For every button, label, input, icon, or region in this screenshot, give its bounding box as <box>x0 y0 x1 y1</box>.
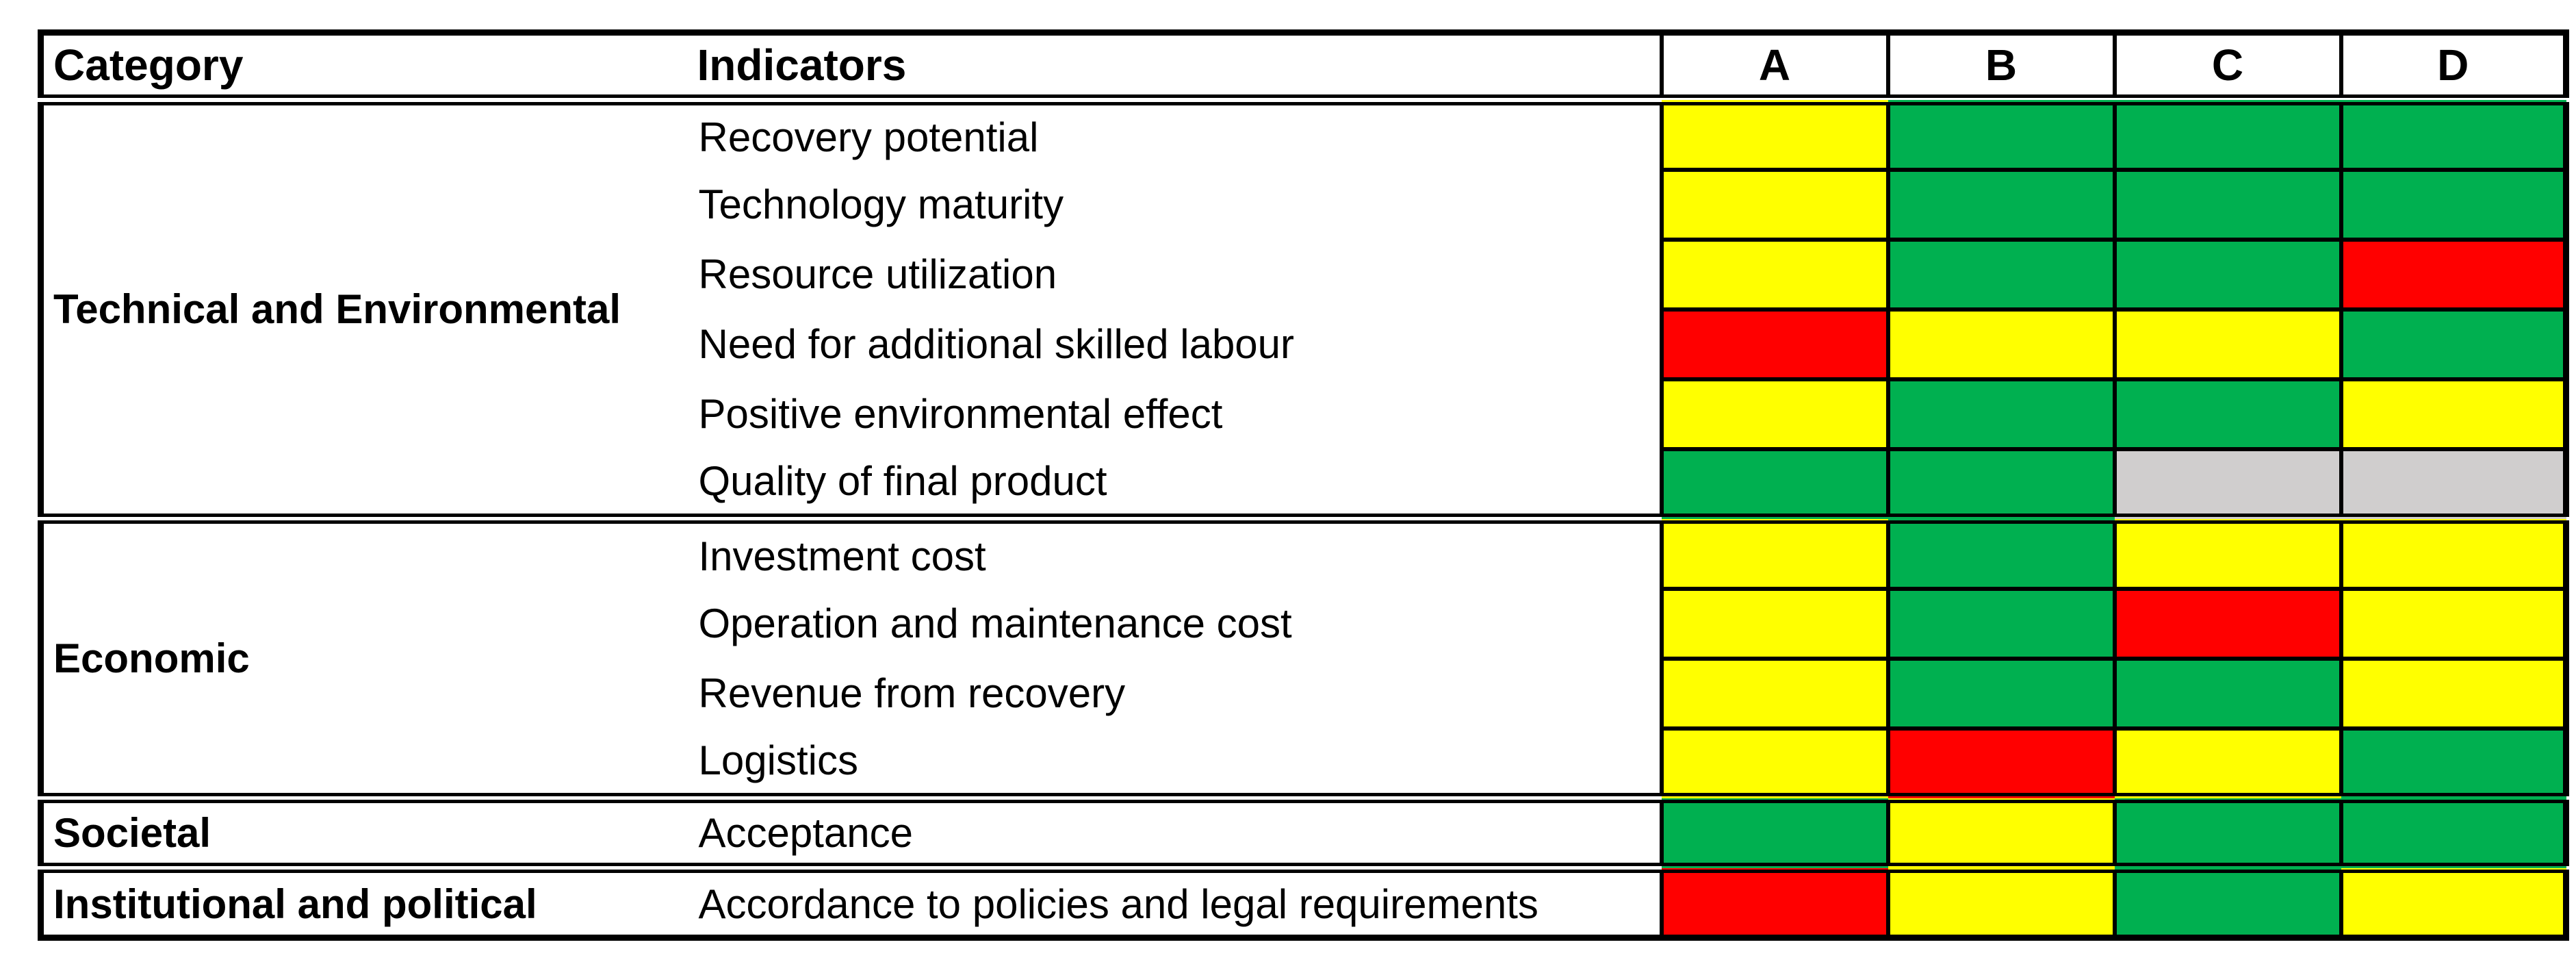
rating-cell-not_assessed <box>2339 446 2568 521</box>
rating-cell-good <box>2112 237 2343 312</box>
rating-cell-good <box>1659 793 1890 870</box>
indicator-cell: Quality of final product <box>698 458 1107 505</box>
rating-cell-poor <box>1885 726 2117 800</box>
rating-cell-medium <box>1659 656 1890 731</box>
table-row: Economic Investment cost <box>40 514 2568 798</box>
rating-cell-good <box>1885 446 2117 521</box>
table-row: Revenue from recovery <box>41 656 2568 731</box>
rating-cell-medium <box>2339 514 2568 591</box>
rating-cell-good <box>2339 307 2568 381</box>
category-cell: Technical and Environmental <box>53 286 621 333</box>
rating-cell-medium <box>2112 307 2343 381</box>
rating-cell-medium <box>2339 863 2568 940</box>
rating-cell-good <box>2339 97 2568 172</box>
rating-cell-not_assessed <box>2112 446 2343 521</box>
rating-cell-medium <box>1659 167 1890 242</box>
rating-cell-medium <box>1659 97 1890 172</box>
table-row: Resource utilization <box>41 237 2568 312</box>
rating-cell-poor <box>1659 307 1890 381</box>
indicator-cell: Need for additional skilled labour <box>698 321 1295 367</box>
rating-cell-medium <box>2339 656 2568 731</box>
table-row: Societal Acceptance <box>40 793 2568 870</box>
col-header-option-b: B <box>1885 32 2117 105</box>
rating-cell-poor <box>1659 863 1890 940</box>
table-row: Quality of final product <box>41 446 2568 521</box>
category-cell: Economic <box>40 514 688 798</box>
rating-cell-good <box>2339 726 2568 800</box>
rating-cell-medium <box>1659 377 1890 451</box>
rating-cell-good <box>2339 167 2568 242</box>
header-row: Category Indicators A B C D <box>40 32 2568 105</box>
rating-cell-medium <box>1659 726 1890 800</box>
indicator-cell: Accordance to policies and legal require… <box>687 863 1662 938</box>
indicator-cell: Resource utilization <box>698 251 1057 297</box>
rating-cell-medium <box>2112 514 2343 591</box>
table-row: Need for additional skilled labour <box>41 307 2568 381</box>
col-header-option-c: C <box>2112 32 2343 105</box>
indicator-cell: Operation and maintenance cost <box>698 600 1292 646</box>
col-header-option-d: D <box>2339 32 2568 105</box>
rating-cell-good <box>1885 514 2117 591</box>
rating-cell-good <box>2112 97 2343 172</box>
col-header-indicators: Indicators <box>687 32 1662 105</box>
rating-cell-good <box>2112 377 2343 451</box>
category-cell: Societal <box>40 793 688 868</box>
indicator-cell: Logistics <box>698 737 858 784</box>
rating-cell-medium <box>1885 793 2117 870</box>
indicator-cell: Recovery potential <box>698 114 1039 160</box>
rating-cell-good <box>2112 656 2343 731</box>
table-row: Institutional and political Accordance to… <box>40 863 2568 940</box>
rating-cell-good <box>2112 793 2343 870</box>
table-row: Technology maturity <box>41 167 2568 242</box>
indicator-cell: Positive environmental effect <box>698 391 1223 437</box>
table-row: Technical and Environmental Recovery pote… <box>41 97 2568 332</box>
rating-cell-medium <box>1659 237 1890 312</box>
rating-cell-medium <box>1885 307 2117 381</box>
rating-cell-good <box>1885 97 2117 172</box>
rating-cell-good <box>1885 237 2117 312</box>
table-row: Operation and maintenance cost <box>41 586 2568 661</box>
col-header-category: Category <box>40 32 688 105</box>
indicator-cell: Revenue from recovery <box>698 670 1126 716</box>
rating-cell-good <box>1659 446 1890 521</box>
rating-cell-medium <box>2339 377 2568 451</box>
rating-cell-good <box>1885 377 2117 451</box>
rating-cell-poor <box>2112 586 2343 661</box>
rating-cell-good <box>1885 586 2117 661</box>
rating-cell-poor <box>2339 237 2568 312</box>
rating-cell-good <box>2339 793 2568 870</box>
rating-cell-medium <box>1659 586 1890 661</box>
indicator-cell: Investment cost <box>687 514 1662 589</box>
col-header-option-a: A <box>1659 32 1890 105</box>
category-cell: Institutional and political <box>40 863 688 938</box>
evaluation-matrix: Category Indicators A B C D Technical an… <box>38 29 2569 941</box>
table-row: Positive environmental effect <box>41 377 2568 451</box>
rating-cell-good <box>2112 167 2343 242</box>
rating-cell-medium <box>1885 863 2117 940</box>
rating-cell-good <box>1885 656 2117 731</box>
rating-cell-medium <box>2339 586 2568 661</box>
rating-cell-medium <box>2112 726 2343 800</box>
indicator-cell: Technology maturity <box>698 181 1064 227</box>
indicator-cell: Acceptance <box>687 793 1662 868</box>
rating-cell-medium <box>1659 514 1890 591</box>
rating-cell-good <box>1885 167 2117 242</box>
table-row: Logistics <box>41 726 2568 800</box>
rating-cell-good <box>2112 863 2343 940</box>
